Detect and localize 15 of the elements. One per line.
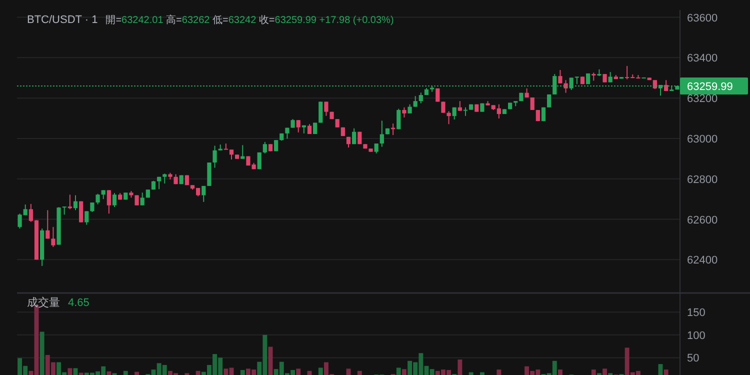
y-tick-label: 150	[687, 307, 706, 320]
y-tick-label: 63000	[687, 133, 718, 146]
chart-title: 成交量	[27, 296, 60, 309]
y-tick-label: 62600	[687, 214, 718, 226]
y-tick-label: 100	[687, 330, 706, 342]
text: 開=63242.01 高=63262 低=63242 收=63259.99 +17.98 (+0.03%)	[106, 15, 394, 26]
y-tick-label: 62400	[687, 254, 718, 267]
y-tick-label: 63400	[687, 52, 718, 65]
y-tick-label: 62800	[687, 174, 718, 186]
annotation: 4.65	[68, 297, 90, 309]
y-tick-label: 50	[687, 352, 700, 365]
y-tick-label: 63200	[687, 93, 718, 106]
chart-title: BTC/USDT · 1	[27, 14, 98, 26]
y-tick-label: 63600	[687, 12, 718, 24]
ref-line-label: 63259.99	[687, 80, 733, 93]
